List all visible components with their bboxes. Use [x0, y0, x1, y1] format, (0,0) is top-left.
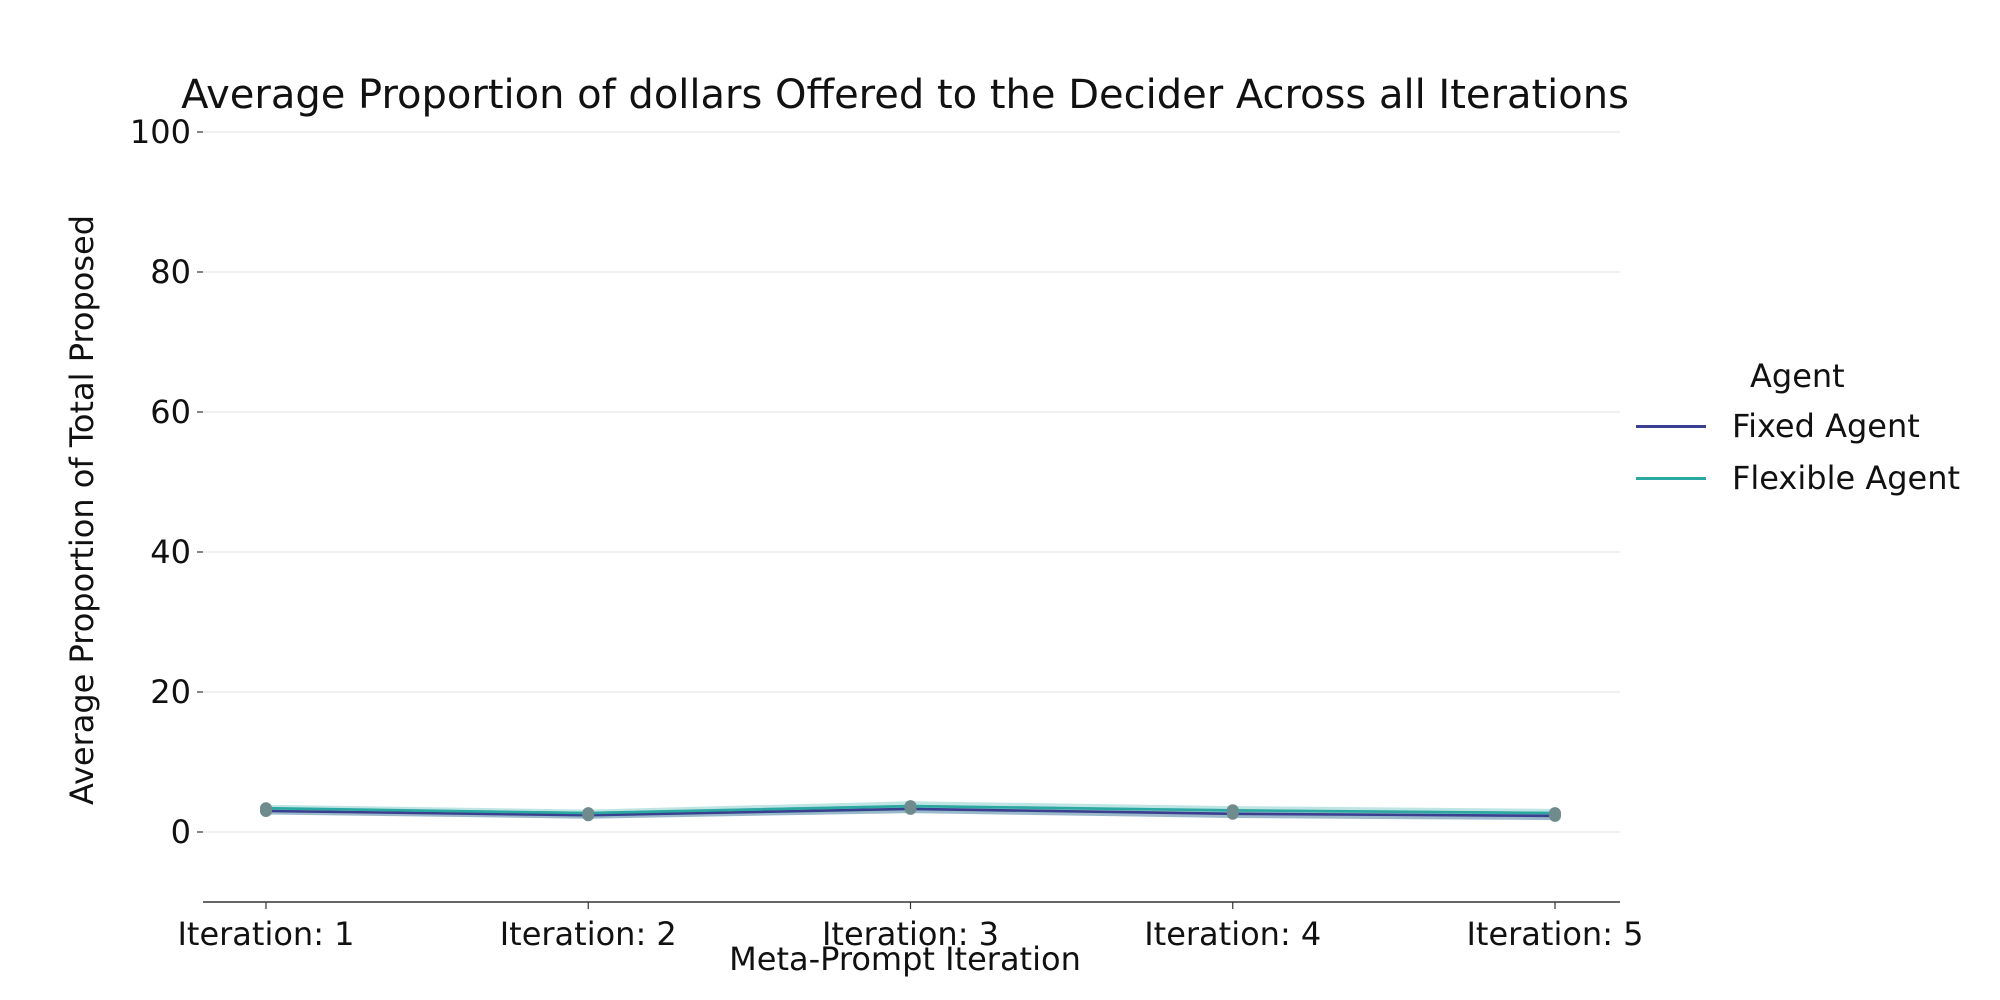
y-axis-label: Average Proportion of Total Proposed: [63, 214, 101, 806]
flexible-agent-point: [904, 800, 917, 813]
x-tick-label: Iteration: 4: [1144, 915, 1321, 953]
flexible-agent-point: [1549, 807, 1561, 820]
x-tick-label: Iteration: 2: [500, 915, 677, 953]
flexible-agent-point: [1226, 804, 1239, 817]
legend: Agent Fixed Agent Flexible Agent: [1636, 352, 1966, 504]
y-tick-label: 80: [150, 253, 191, 291]
chart-title: Average Proportion of dollars Offered to…: [181, 72, 1629, 118]
legend-title: Agent: [1750, 357, 1845, 395]
legend-label: Fixed Agent: [1732, 407, 1920, 445]
y-tick-label: 40: [150, 533, 191, 571]
x-tick-label: Iteration: 3: [822, 915, 999, 953]
legend-label: Flexible Agent: [1732, 459, 1961, 497]
legend-items: Fixed Agent Flexible Agent: [1636, 400, 1966, 504]
x-tick-label: Iteration: 5: [1466, 915, 1643, 953]
flexible-agent-point: [582, 807, 595, 820]
y-tick-label: 20: [150, 673, 191, 711]
legend-item-fixed-agent: Fixed Agent: [1636, 400, 1966, 452]
legend-item-flexible-agent: Flexible Agent: [1636, 452, 1966, 504]
legend-swatch: [1636, 476, 1706, 480]
legend-swatch: [1636, 424, 1706, 428]
y-tick-label: 0: [171, 813, 191, 851]
x-axis-label: Meta-Prompt Iteration: [729, 940, 1081, 978]
y-tick-label: 100: [130, 113, 191, 151]
y-tick-label: 60: [150, 393, 191, 431]
flexible-agent-point: [260, 802, 272, 815]
x-tick-label: Iteration: 1: [177, 915, 354, 953]
